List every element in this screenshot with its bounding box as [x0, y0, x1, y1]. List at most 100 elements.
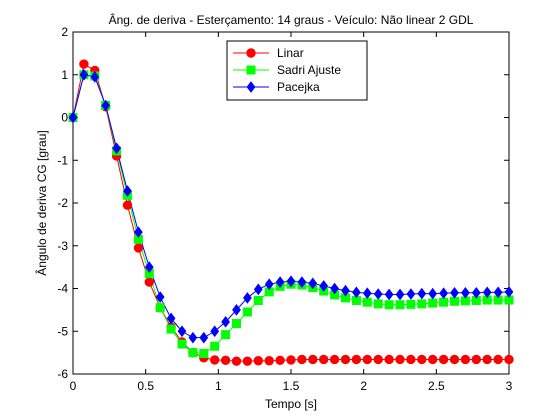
- data-point-linar: [133, 243, 144, 253]
- data-point-pacejka: [101, 99, 111, 112]
- data-point-linar: [340, 354, 351, 365]
- x-tick-label: 1.5: [283, 379, 300, 393]
- legend-marker-linar: [246, 48, 256, 58]
- data-point-pacejka: [275, 276, 285, 288]
- data-point-linar: [417, 354, 427, 365]
- data-point-pacejka: [199, 331, 209, 344]
- data-point-linar: [406, 354, 416, 365]
- y-tick-label: 1: [61, 68, 68, 82]
- data-point-linar: [329, 354, 340, 365]
- y-tick-label: -1: [57, 153, 68, 167]
- data-point-linar: [438, 354, 449, 365]
- data-point-pacejka: [177, 325, 187, 338]
- data-point-sadri-ajuste: [406, 299, 416, 309]
- data-point-sadri-ajuste: [253, 295, 263, 305]
- data-point-pacejka: [210, 325, 220, 338]
- legend: Linar Sadri Ajuste Pacejka: [226, 40, 368, 101]
- data-point-linar: [253, 356, 263, 366]
- data-point-linar: [297, 354, 307, 365]
- data-point-linar: [122, 200, 133, 210]
- data-point-pacejka: [308, 277, 318, 290]
- x-tick-label: 0: [70, 379, 77, 393]
- data-point-pacejka: [68, 111, 78, 124]
- y-tick-label: -5: [57, 324, 68, 338]
- y-tick-label: 0: [61, 111, 68, 125]
- data-point-pacejka: [373, 288, 383, 300]
- data-point-linar: [275, 355, 285, 366]
- data-point-sadri-ajuste: [155, 303, 165, 313]
- data-point-linar: [144, 277, 155, 287]
- data-point-pacejka: [221, 316, 230, 328]
- data-point-linar: [319, 354, 329, 365]
- chart-title: Âng. de deriva - Esterçamento: 14 graus …: [109, 12, 474, 27]
- series-markers: [68, 59, 514, 366]
- data-point-linar: [449, 354, 460, 365]
- y-axis-title: Ângulo de deriva CG [grau]: [34, 130, 49, 275]
- x-tick-label: 0.5: [137, 379, 154, 393]
- legend-label-pacejka: Pacejka: [277, 80, 320, 94]
- y-tick-label: -3: [57, 239, 68, 253]
- data-point-sadri-ajuste: [417, 299, 427, 309]
- data-point-linar: [286, 355, 296, 365]
- data-point-pacejka: [362, 287, 372, 300]
- data-point-pacejka: [450, 286, 459, 299]
- data-point-linar: [220, 355, 231, 366]
- data-point-pacejka: [471, 286, 481, 299]
- data-point-linar: [471, 354, 481, 365]
- data-point-pacejka: [264, 278, 274, 291]
- data-point-linar: [264, 356, 274, 366]
- data-point-pacejka: [134, 226, 143, 238]
- data-point-linar: [210, 355, 220, 365]
- data-point-sadri-ajuste: [242, 307, 252, 317]
- data-point-pacejka: [341, 284, 350, 297]
- axis-ticks: 0 0.5 1 1.5 2 2.5 3 2 1 0 -1 -2 -3 -4 -5 -6: [57, 25, 512, 393]
- data-point-linar: [504, 354, 514, 365]
- data-point-linar: [482, 354, 492, 365]
- series-points-pacejka: [68, 68, 514, 344]
- data-point-pacejka: [232, 304, 241, 316]
- data-point-pacejka: [504, 286, 514, 298]
- data-point-sadri-ajuste: [395, 300, 405, 310]
- data-point-pacejka: [482, 286, 492, 299]
- x-tick-label: 3: [506, 379, 513, 393]
- data-point-pacejka: [243, 292, 252, 304]
- data-point-pacejka: [493, 286, 503, 299]
- data-point-linar: [384, 354, 394, 365]
- data-point-sadri-ajuste: [199, 348, 209, 358]
- data-point-pacejka: [79, 68, 89, 81]
- data-point-linar: [395, 354, 405, 365]
- data-point-linar: [242, 356, 253, 366]
- data-point-sadri-ajuste: [362, 297, 372, 307]
- data-point-pacejka: [384, 288, 394, 301]
- data-point-sadri-ajuste: [232, 319, 241, 329]
- data-point-sadri-ajuste: [166, 324, 176, 334]
- x-tick-label: 2.5: [428, 379, 445, 393]
- data-point-pacejka: [286, 275, 296, 288]
- y-tick-label: -6: [57, 367, 68, 381]
- data-point-pacejka: [319, 280, 329, 292]
- data-point-linar: [373, 354, 383, 365]
- data-point-sadri-ajuste: [177, 339, 187, 349]
- data-point-pacejka: [155, 291, 165, 303]
- x-tick-label: 2: [360, 379, 367, 393]
- data-point-sadri-ajuste: [188, 348, 198, 358]
- y-tick-label: -4: [57, 282, 68, 296]
- data-point-pacejka: [166, 312, 176, 325]
- data-point-pacejka: [123, 185, 132, 197]
- data-point-sadri-ajuste: [210, 341, 220, 351]
- data-point-linar: [460, 354, 471, 365]
- data-point-sadri-ajuste: [373, 299, 383, 309]
- data-point-pacejka: [297, 276, 307, 288]
- data-point-linar: [231, 356, 242, 366]
- data-point-pacejka: [90, 71, 100, 83]
- data-point-pacejka: [439, 287, 448, 300]
- data-point-pacejka: [188, 331, 198, 344]
- data-point-linar: [308, 354, 318, 365]
- data-point-pacejka: [406, 288, 416, 300]
- data-point-linar: [362, 354, 372, 365]
- data-point-linar: [351, 354, 362, 365]
- legend-label-sadri-ajuste: Sadri Ajuste: [277, 63, 341, 77]
- data-point-sadri-ajuste: [439, 297, 449, 307]
- data-point-pacejka: [330, 282, 339, 295]
- data-point-linar: [493, 354, 503, 365]
